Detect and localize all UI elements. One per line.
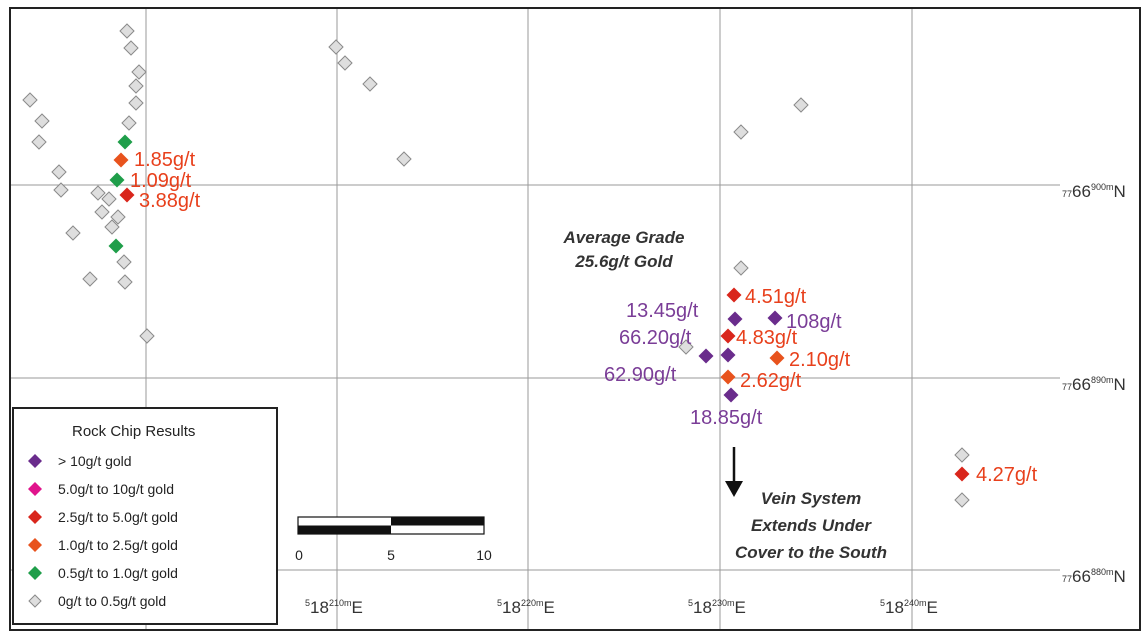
assay-label: 1.85g/t bbox=[134, 149, 196, 171]
legend-item-label: 2.5g/t to 5.0g/t gold bbox=[58, 509, 178, 525]
legend-item-label: 5.0g/t to 10g/t gold bbox=[58, 481, 174, 497]
scale-tick-0: 0 bbox=[295, 547, 303, 563]
legend-item-5-to-10: 5.0g/t to 10g/t gold bbox=[28, 478, 174, 500]
diamond-icon bbox=[28, 454, 42, 468]
legend-title: Rock Chip Results bbox=[72, 423, 195, 440]
assay-label: 1.09g/t bbox=[130, 170, 192, 192]
diamond-icon bbox=[28, 594, 42, 608]
legend-item-label: 1.0g/t to 2.5g/t gold bbox=[58, 537, 178, 553]
legend-item-label: > 10g/t gold bbox=[58, 453, 132, 469]
legend-item-0.5-to-1: 0.5g/t to 1.0g/t gold bbox=[28, 562, 178, 584]
assay-label: 3.88g/t bbox=[139, 190, 201, 212]
scale-tick-10: 10 bbox=[476, 547, 492, 563]
assay-label: 62.90g/t bbox=[604, 364, 677, 386]
legend-item-label: 0g/t to 0.5g/t gold bbox=[58, 593, 166, 609]
legend-item-2.5-to-5: 2.5g/t to 5.0g/t gold bbox=[28, 506, 178, 528]
vein-note-line-3: Cover to the South bbox=[735, 543, 887, 562]
scale-tick-5: 5 bbox=[387, 547, 395, 563]
assay-label: 4.51g/t bbox=[745, 286, 807, 308]
diamond-icon bbox=[28, 482, 42, 496]
assay-label: 66.20g/t bbox=[619, 327, 692, 349]
assay-label: 4.27g/t bbox=[976, 464, 1038, 486]
vein-note-line-1: Vein System bbox=[761, 489, 861, 508]
vein-note-line-2: Extends Under bbox=[751, 516, 872, 535]
legend-item-1-to-2.5: 1.0g/t to 2.5g/t gold bbox=[28, 534, 178, 556]
assay-label: 2.10g/t bbox=[789, 349, 851, 371]
average-grade-value: 25.6g/t Gold bbox=[574, 252, 673, 271]
legend-item-0-to-0.5: 0g/t to 0.5g/t gold bbox=[28, 590, 166, 612]
legend: Rock Chip Results > 10g/t gold 5.0g/t to… bbox=[12, 407, 278, 625]
diamond-icon bbox=[28, 510, 42, 524]
assay-label: 13.45g/t bbox=[626, 300, 699, 322]
legend-item-label: 0.5g/t to 1.0g/t gold bbox=[58, 565, 178, 581]
average-grade-title: Average Grade bbox=[563, 228, 685, 247]
diamond-icon bbox=[28, 566, 42, 580]
legend-item-gt10: > 10g/t gold bbox=[28, 450, 132, 472]
diamond-icon bbox=[28, 538, 42, 552]
assay-label: 4.83g/t bbox=[736, 327, 798, 349]
assay-label: 18.85g/t bbox=[690, 407, 763, 429]
assay-label: 2.62g/t bbox=[740, 370, 802, 392]
